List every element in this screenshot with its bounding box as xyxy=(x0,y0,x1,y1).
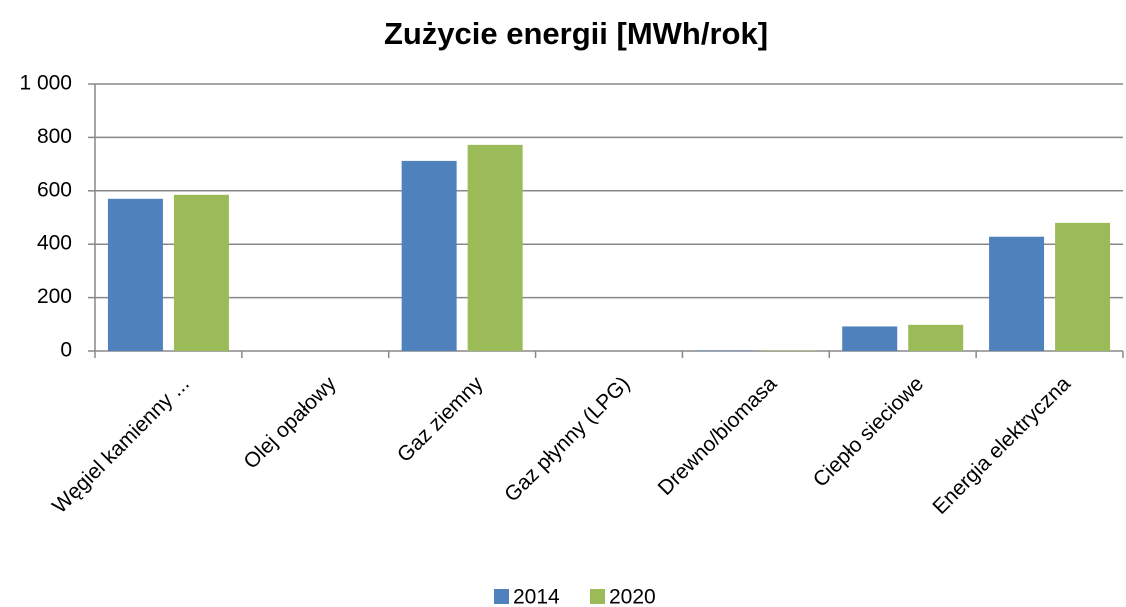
legend-label: 2020 xyxy=(609,586,656,607)
y-tick-label: 0 xyxy=(60,339,72,362)
bar xyxy=(1055,222,1111,351)
x-tick-label: Energia elektryczna xyxy=(928,372,1075,519)
bar xyxy=(989,236,1045,351)
y-tick-label: 400 xyxy=(37,232,72,255)
legend-label: 2014 xyxy=(513,586,560,607)
x-tick-label: Węgiel kamienny ... xyxy=(48,372,194,518)
bar xyxy=(695,350,751,351)
y-tick-label: 800 xyxy=(37,125,72,148)
bar xyxy=(401,160,457,351)
x-tick-label: Gaz płynny (LPG) xyxy=(500,372,634,506)
legend-swatch xyxy=(494,589,509,604)
x-tick-label: Drewno/biomasa xyxy=(654,372,782,500)
bar xyxy=(173,194,229,351)
bar xyxy=(107,198,163,351)
bar xyxy=(908,324,964,351)
bar xyxy=(761,350,817,351)
x-tick-label: Olej opałowy xyxy=(239,372,341,474)
legend-swatch xyxy=(590,589,605,604)
x-tick-label: Ciepło sieciowe xyxy=(809,372,928,491)
chart-title: Zużycie energii [MWh/rok] xyxy=(384,16,768,51)
y-tick-label: 1 000 xyxy=(19,72,72,95)
bar xyxy=(842,326,898,351)
x-tick-label: Gaz ziemny xyxy=(393,372,488,467)
y-tick-label: 200 xyxy=(37,285,72,308)
y-tick-label: 600 xyxy=(37,178,72,201)
bar xyxy=(467,144,523,351)
